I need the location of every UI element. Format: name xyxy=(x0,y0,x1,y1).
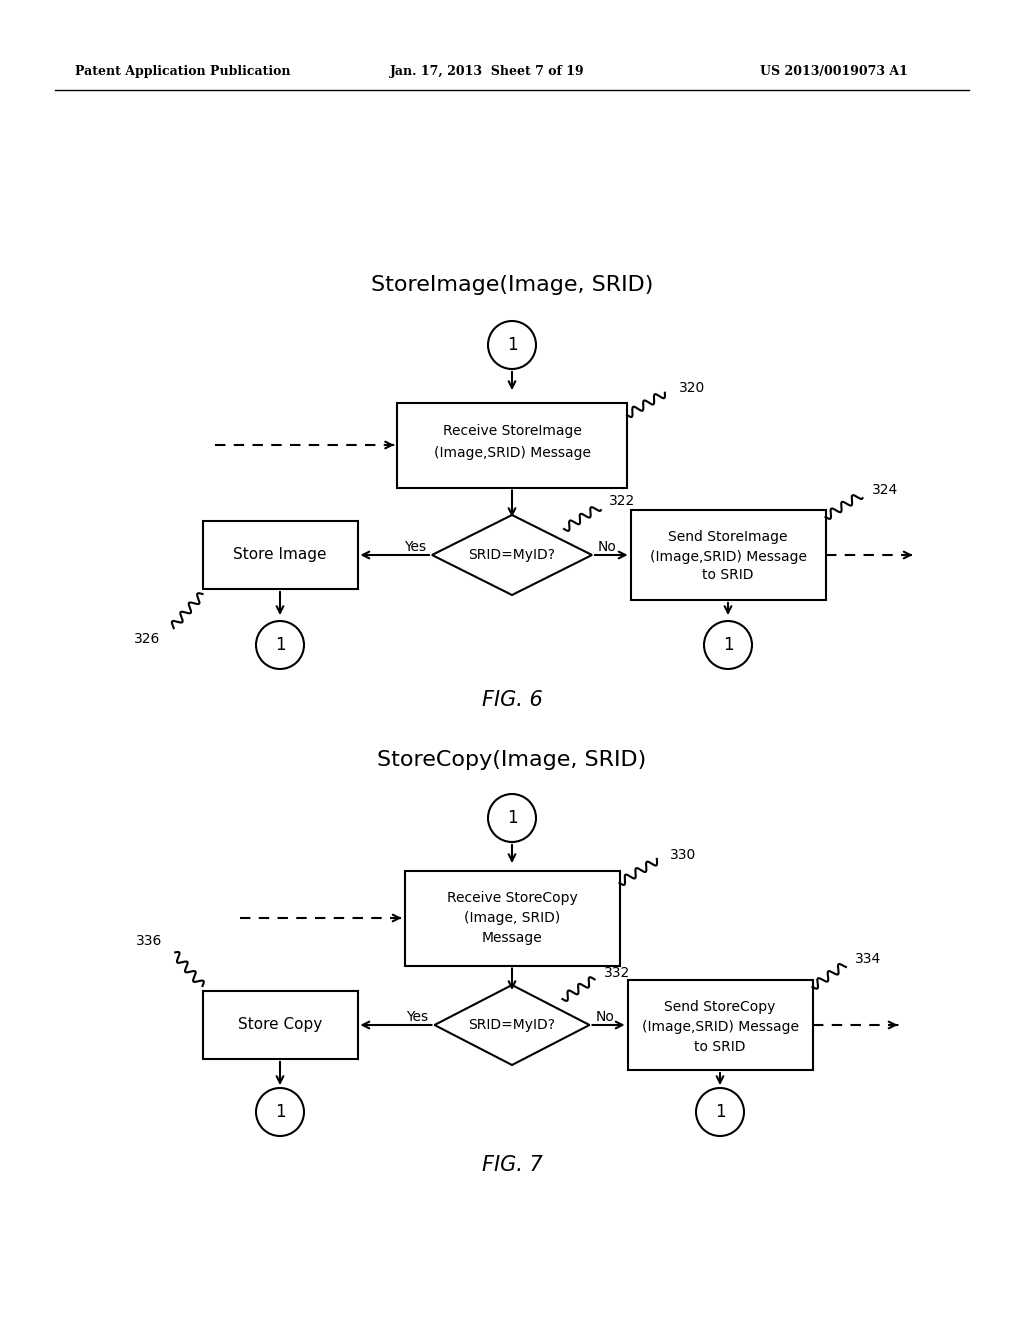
Text: No: No xyxy=(598,540,616,554)
Text: (Image, SRID): (Image, SRID) xyxy=(464,911,560,925)
Text: No: No xyxy=(596,1010,614,1024)
Text: Store Image: Store Image xyxy=(233,548,327,562)
Text: 332: 332 xyxy=(604,966,631,979)
Text: FIG. 6: FIG. 6 xyxy=(481,690,543,710)
Text: 324: 324 xyxy=(871,483,898,498)
Text: 326: 326 xyxy=(134,632,161,645)
Text: Send StoreCopy: Send StoreCopy xyxy=(665,1001,776,1014)
Bar xyxy=(631,510,825,601)
Text: 336: 336 xyxy=(136,935,163,948)
Text: (Image,SRID) Message: (Image,SRID) Message xyxy=(433,446,591,459)
Text: Patent Application Publication: Patent Application Publication xyxy=(75,66,291,78)
Bar xyxy=(397,403,627,487)
Text: Jan. 17, 2013  Sheet 7 of 19: Jan. 17, 2013 Sheet 7 of 19 xyxy=(390,66,585,78)
Text: 1: 1 xyxy=(715,1104,725,1121)
Bar xyxy=(203,521,357,589)
Text: StoreCopy(Image, SRID): StoreCopy(Image, SRID) xyxy=(378,750,646,770)
Bar xyxy=(404,870,620,965)
Text: StoreImage(Image, SRID): StoreImage(Image, SRID) xyxy=(371,275,653,294)
Text: 1: 1 xyxy=(274,1104,286,1121)
Text: Store Copy: Store Copy xyxy=(238,1018,323,1032)
Text: 322: 322 xyxy=(609,494,635,508)
Text: Receive StoreImage: Receive StoreImage xyxy=(442,424,582,438)
Text: 330: 330 xyxy=(670,847,695,862)
Text: (Image,SRID) Message: (Image,SRID) Message xyxy=(641,1020,799,1034)
Bar xyxy=(203,991,357,1059)
Text: 1: 1 xyxy=(507,337,517,354)
Text: 320: 320 xyxy=(679,381,706,395)
Text: 1: 1 xyxy=(507,809,517,828)
Text: SRID=MyID?: SRID=MyID? xyxy=(469,1018,555,1032)
Text: Receive StoreCopy: Receive StoreCopy xyxy=(446,891,578,906)
Text: Yes: Yes xyxy=(407,1010,428,1024)
Text: 1: 1 xyxy=(723,636,733,653)
Text: to SRID: to SRID xyxy=(702,568,754,582)
Text: Yes: Yes xyxy=(403,540,426,554)
Text: Send StoreImage: Send StoreImage xyxy=(669,531,787,544)
Text: 1: 1 xyxy=(274,636,286,653)
Bar xyxy=(628,979,812,1071)
Text: to SRID: to SRID xyxy=(694,1040,745,1053)
Text: US 2013/0019073 A1: US 2013/0019073 A1 xyxy=(760,66,908,78)
Text: (Image,SRID) Message: (Image,SRID) Message xyxy=(649,550,807,564)
Text: 334: 334 xyxy=(854,952,881,966)
Text: Message: Message xyxy=(481,931,543,945)
Text: FIG. 7: FIG. 7 xyxy=(481,1155,543,1175)
Text: SRID=MyID?: SRID=MyID? xyxy=(469,548,555,562)
Polygon shape xyxy=(434,985,590,1065)
Polygon shape xyxy=(432,515,592,595)
